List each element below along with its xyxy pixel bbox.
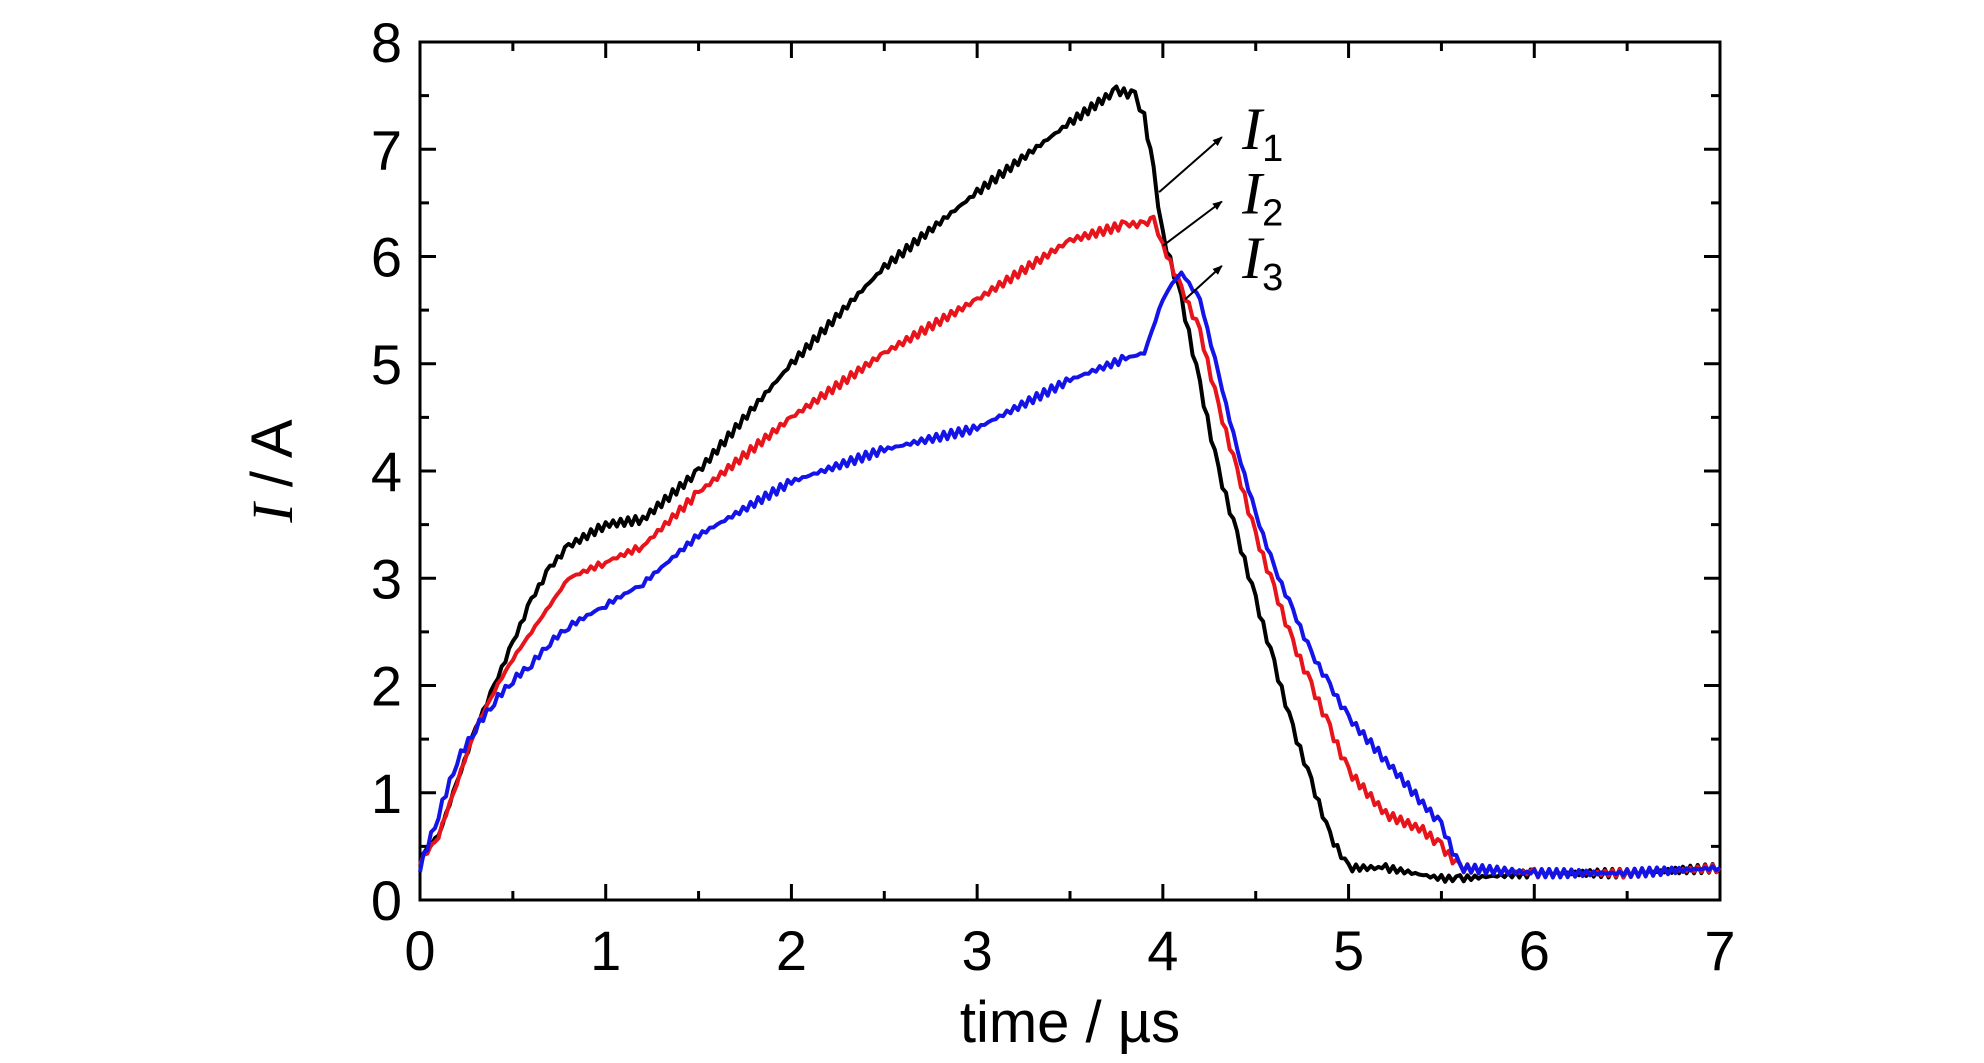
y-tick-label: 1 xyxy=(371,762,402,825)
series-label-I1: I1 xyxy=(1241,96,1283,170)
x-tick-label: 2 xyxy=(776,919,807,982)
y-tick-label: 0 xyxy=(371,869,402,932)
y-axis-title-unit: / A xyxy=(240,419,305,503)
series-label-I3: I3 xyxy=(1241,225,1283,299)
series-label-subscript: 1 xyxy=(1262,128,1283,170)
annotation-arrow-I1 xyxy=(1158,136,1223,193)
x-tick-label: 3 xyxy=(962,919,993,982)
plot-frame xyxy=(418,40,1722,902)
annotation-arrow-I3 xyxy=(1184,265,1223,301)
x-axis-title: time / µs xyxy=(960,990,1180,1055)
x-tick-label: 6 xyxy=(1519,919,1550,982)
series-line-I3 xyxy=(418,270,1722,880)
series-label-symbol: I xyxy=(1241,96,1265,162)
series-label-subscript: 3 xyxy=(1262,257,1283,299)
y-tick-label: 8 xyxy=(371,11,402,74)
x-tick-label: 1 xyxy=(590,919,621,982)
y-axis-title: I / A xyxy=(240,419,305,523)
series-label-symbol: I xyxy=(1241,225,1265,291)
series-line-I1 xyxy=(418,84,1722,884)
y-tick-label: 7 xyxy=(371,118,402,181)
series-label-I2: I2 xyxy=(1241,161,1283,235)
series-lines xyxy=(418,84,1722,884)
y-tick-label: 6 xyxy=(371,226,402,289)
x-tick-label: 7 xyxy=(1704,919,1735,982)
series-line-I2 xyxy=(418,214,1722,880)
y-axis-title-symbol: I xyxy=(240,501,305,524)
y-tick-label: 3 xyxy=(371,547,402,610)
annotation-arrow-I2 xyxy=(1162,200,1223,247)
x-tick-label: 5 xyxy=(1333,919,1364,982)
series-label-subscript: 2 xyxy=(1262,193,1283,235)
y-tick-label: 2 xyxy=(371,655,402,718)
x-axis-ticks: 0 1 2 3 4 5 6 7 xyxy=(404,42,1736,982)
series-label-symbol: I xyxy=(1241,161,1265,227)
x-tick-label: 4 xyxy=(1147,919,1178,982)
y-tick-label: 4 xyxy=(371,440,402,503)
y-axis-ticks: 0 1 2 3 4 5 6 7 8 xyxy=(371,11,1720,932)
x-tick-label: 0 xyxy=(404,919,435,982)
y-tick-label: 5 xyxy=(371,333,402,396)
